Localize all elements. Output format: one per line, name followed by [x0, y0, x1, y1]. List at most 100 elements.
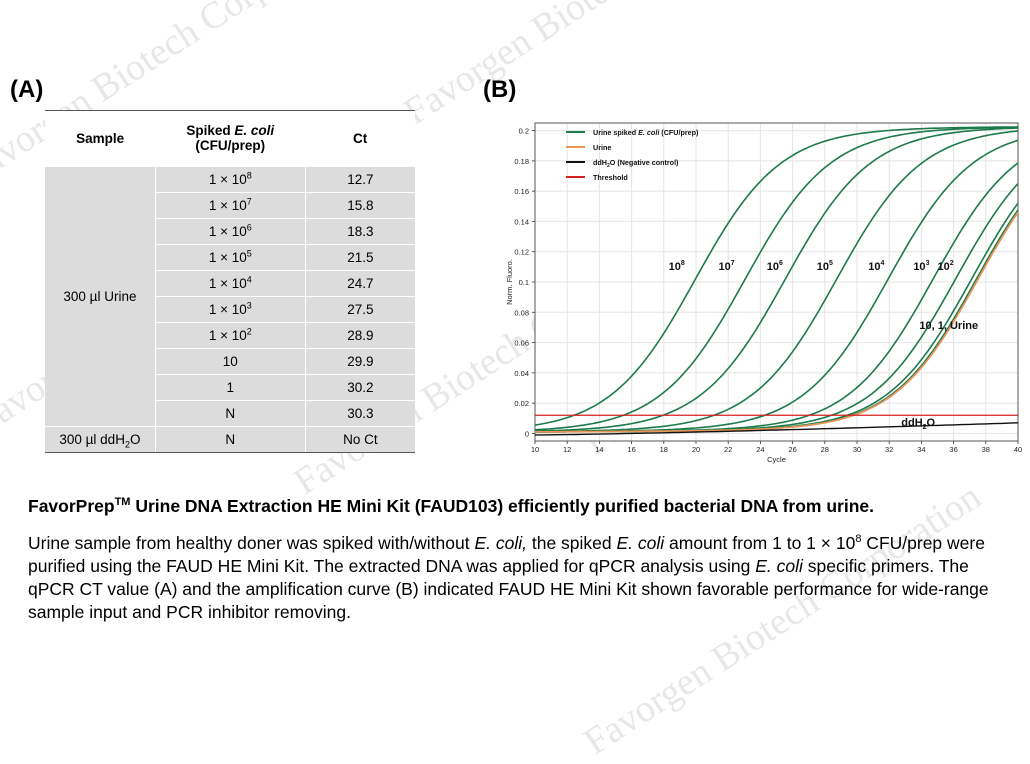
- annotation-base: 10: [913, 261, 925, 273]
- ct-cell: 24.7: [304, 270, 415, 297]
- spiked-cell: 1: [154, 374, 306, 401]
- legend-label: ddH: [593, 158, 607, 167]
- spiked-exponent: 3: [246, 300, 252, 311]
- spiked-base: 1 × 10: [208, 198, 247, 213]
- x-tick-label: 20: [692, 445, 700, 454]
- spiked-exponent: 6: [246, 222, 252, 233]
- header-spiked-prefix: Spiked: [186, 123, 235, 138]
- y-tick-label: 0.1: [519, 278, 529, 287]
- annotation-sub: 2: [923, 424, 927, 431]
- spiked-base: 1 × 10: [208, 224, 247, 239]
- ct-cell: 18.3: [304, 218, 415, 245]
- x-axis-label: Cycle: [767, 455, 786, 464]
- spiked-cell: 1 × 106: [154, 218, 306, 245]
- legend-entry: Urine spiked E. coli (CFU/prep): [593, 128, 699, 137]
- curve-annotation: 102: [937, 260, 953, 273]
- spiked-curve: [534, 127, 1019, 432]
- spiked-curve: [534, 130, 1019, 433]
- table-body: 300 µl Urine 1 × 108 12.7 1 × 107 15.8 1 × 10…: [45, 166, 415, 453]
- y-axis-label: Norm. Fluoro.: [505, 259, 514, 305]
- sample-urine-cell: 300 µl Urine: [45, 166, 156, 427]
- x-tick-label: 32: [885, 445, 893, 454]
- table-row: 1 30.2: [45, 374, 415, 401]
- x-tick-label: 40: [1014, 445, 1022, 454]
- spiked-cell: 1 × 107: [154, 192, 306, 219]
- ct-cell: 29.9: [304, 348, 415, 375]
- x-tick-label: 26: [788, 445, 796, 454]
- spiked-base: 1 × 10: [208, 302, 247, 317]
- watermark: Favorgen Biotech Corporation: [396, 0, 809, 134]
- caption-body-part: specific primers. The qPCR CT value (A) …: [28, 556, 989, 622]
- y-tick-label: 0.02: [514, 399, 529, 408]
- curve-annotation: 105: [817, 260, 833, 273]
- spiked-cell: N: [154, 426, 306, 453]
- spiked-cell: 1 × 104: [154, 270, 306, 297]
- spiked-exponent: 8: [246, 170, 252, 181]
- table-row: 10 29.9: [45, 348, 415, 375]
- legend-label: Threshold: [593, 173, 628, 182]
- annotation-exponent: 8: [681, 260, 685, 267]
- spiked-cell: 1 × 105: [154, 244, 306, 271]
- header-sample: Sample: [45, 110, 156, 167]
- x-tick-label: 16: [627, 445, 635, 454]
- ct-cell: 30.2: [304, 374, 415, 401]
- legend-label: Urine spiked: [593, 128, 638, 137]
- table-row: 1 × 104 24.7: [45, 270, 415, 297]
- spiked-base: 1 × 10: [208, 328, 247, 343]
- legend-label-italic: E. coli: [638, 128, 660, 137]
- table-row: 300 µl Urine 1 × 108 12.7: [45, 166, 415, 427]
- table-header-row: Sample Spiked E. coli (CFU/prep) Ct: [45, 110, 415, 167]
- urine-curve: [535, 211, 1019, 433]
- y-tick-label: 0.12: [514, 248, 529, 257]
- x-tick-label: 36: [949, 445, 957, 454]
- spiked-base: 1 × 10: [208, 276, 247, 291]
- x-tick-label: 34: [917, 445, 925, 454]
- y-tick-label: 0.16: [514, 187, 529, 196]
- spiked-base: 1 × 10: [208, 172, 247, 187]
- caption-body-part: amount from 1 to 1 × 10: [664, 533, 856, 553]
- y-tick-label: 0.2: [519, 127, 529, 136]
- sample-water-cell: 300 µl ddH2O: [45, 426, 156, 453]
- spiked-cell: 10: [154, 348, 306, 375]
- x-tick-label: 14: [595, 445, 603, 454]
- spiked-curve: [534, 126, 1019, 426]
- legend-label-tail: (CFU/prep): [659, 128, 699, 137]
- curve-annotation: 104: [868, 260, 884, 273]
- header-spiked-italic: E. coli: [234, 123, 275, 138]
- ct-cell: 21.5: [304, 244, 415, 271]
- caption-body: Urine sample from healthy doner was spik…: [28, 532, 1013, 624]
- ct-cell: 30.3: [304, 400, 415, 427]
- legend-entry: Urine: [593, 143, 611, 152]
- legend-label: Urine: [593, 143, 611, 152]
- caption-body-italic: E. coli: [755, 556, 803, 576]
- caption-title-rest: Urine DNA Extraction HE Mini Kit (FAUD10…: [130, 496, 874, 516]
- x-tick-label: 18: [660, 445, 668, 454]
- amplification-chart: 0 0.02 0.04 0.06 0.08 0.1 0.12 0.14 0.16 0.18 0.2 1…: [505, 122, 1022, 464]
- caption-title-prefix: FavorPrep: [28, 496, 115, 516]
- ct-cell: 12.7: [304, 166, 415, 193]
- curve-annotation: 107: [719, 260, 735, 273]
- annotation-exponent: 5: [829, 260, 833, 267]
- annotation-exponent: 7: [731, 260, 735, 267]
- table-row: 1 × 107 15.8: [45, 192, 415, 219]
- y-tick-label: 0.06: [514, 339, 529, 348]
- spiked-exponent: 4: [246, 274, 252, 285]
- spiked-cell: 1 × 102: [154, 322, 306, 349]
- y-tick-label: 0: [525, 429, 529, 438]
- water-label-sub: 2: [124, 439, 130, 450]
- table-row: 1 × 106 18.3: [45, 218, 415, 245]
- annotation-tail: O: [927, 417, 936, 429]
- legend-entry: ddH2O (Negative control): [593, 158, 679, 169]
- spiked-cell: 1 × 103: [154, 296, 306, 323]
- legend-label-sub: 2: [607, 163, 610, 169]
- curve-annotation: 106: [767, 260, 783, 273]
- annotation-exponent: 4: [880, 260, 884, 267]
- caption-body-italic: E. coli,: [474, 533, 527, 553]
- y-tick-label: 0.18: [514, 157, 529, 166]
- spiked-cell: 1 × 108: [154, 166, 306, 193]
- header-spiked: Spiked E. coli (CFU/prep): [155, 110, 306, 167]
- spiked-exponent: 7: [246, 196, 252, 207]
- spiked-base: N: [225, 406, 236, 421]
- spiked-base: 1: [226, 380, 235, 395]
- table-row: 1 × 102 28.9: [45, 322, 415, 349]
